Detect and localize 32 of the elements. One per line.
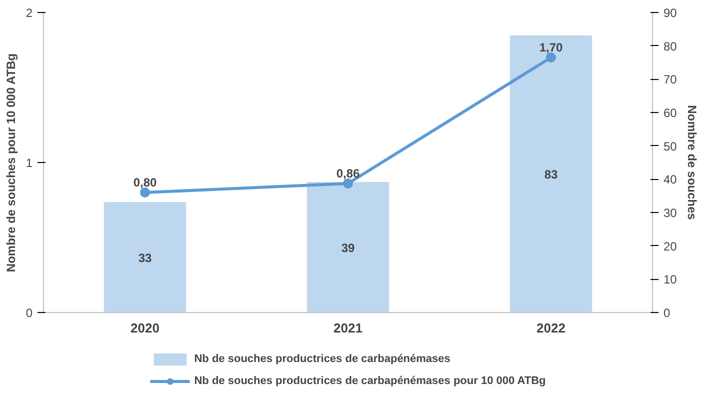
y2-tick-label: 60 <box>664 106 678 120</box>
legend-label: Nb de souches productrices de carbapénémases pour 10 000 ATBg <box>194 375 546 387</box>
x-tick-label: 2021 <box>334 320 362 336</box>
y2-tick-label: 0 <box>664 306 670 320</box>
y2-tick-label: 10 <box>664 272 678 287</box>
y2-tick-label: 70 <box>664 72 678 87</box>
y2-tick-label: 80 <box>664 39 678 54</box>
y2-tick-label: 90 <box>664 6 678 20</box>
y2-tick-label: 30 <box>664 206 678 220</box>
data-label: 83 <box>544 168 558 182</box>
data-label: 39 <box>341 241 355 255</box>
data-label: 0,80 <box>133 176 158 190</box>
y2-tick-label: 40 <box>664 172 678 187</box>
point <box>140 188 150 198</box>
point <box>343 178 353 188</box>
legend-label: Nb de souches productrices de carbapénémases <box>194 353 450 365</box>
y-tick-label: 1 <box>26 156 33 170</box>
y2-tick-label: 50 <box>664 139 678 154</box>
bar <box>306 182 390 312</box>
y-tick-label: 2 <box>26 6 33 20</box>
x-tick-label: 2020 <box>130 320 160 336</box>
bar <box>510 35 592 312</box>
y-axis-title: Nombre de souches pour 10 000 ATBg <box>4 53 18 272</box>
data-label: 1,70 <box>539 40 564 54</box>
y2-axis-title: Nombre de souches <box>684 105 699 220</box>
bar <box>104 202 186 312</box>
y-tick-label: 0 <box>26 306 33 320</box>
data-label: 33 <box>138 251 152 265</box>
y2-tick-label: 20 <box>664 239 678 254</box>
point <box>546 52 556 62</box>
x-tick-label: 2022 <box>536 320 566 336</box>
data-label: 0,86 <box>336 166 360 180</box>
